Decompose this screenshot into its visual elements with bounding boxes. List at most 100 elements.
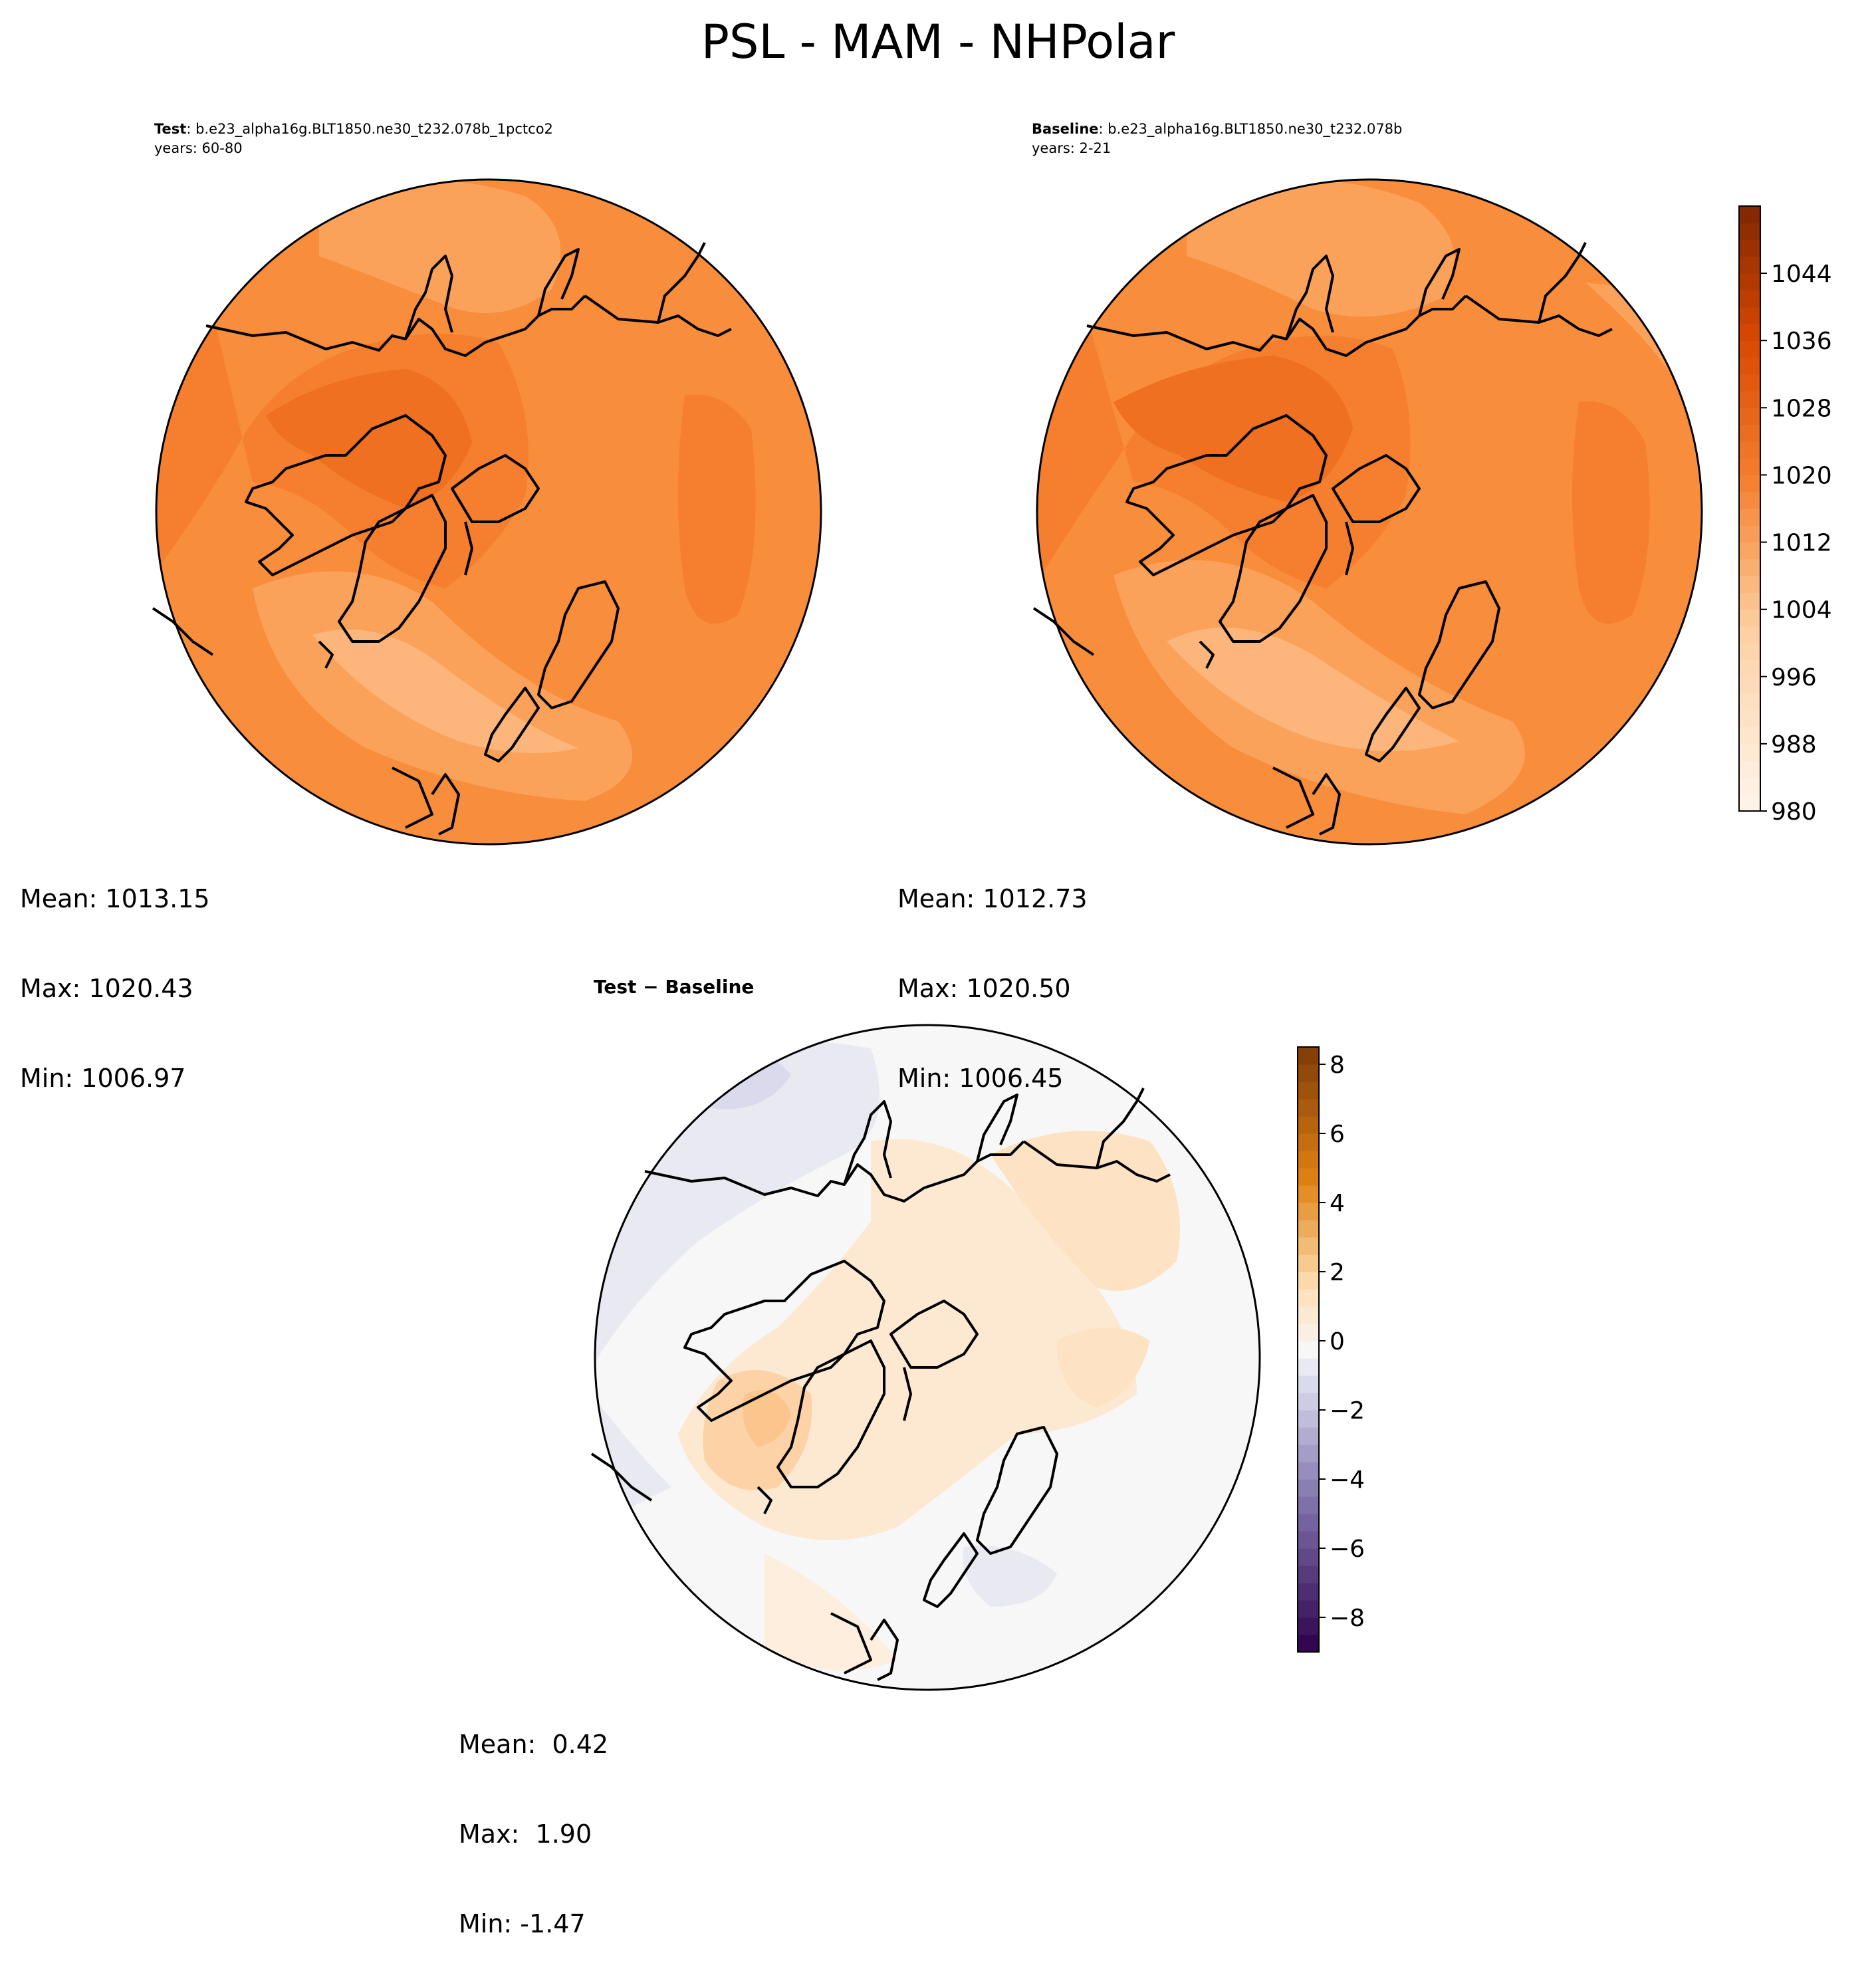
colorbar-level <box>1298 1220 1319 1238</box>
colorbar-tick-label: 8 <box>1330 1052 1345 1079</box>
colorbar-tick-label: 1004 <box>1771 597 1832 624</box>
test-stats: Mean: 1013.15 Max: 1020.43 Min: 1006.97 <box>20 824 210 1123</box>
colorbar-level <box>1298 1272 1319 1290</box>
baseline-stats: Mean: 1012.73 Max: 1020.50 Min: 1006.45 <box>897 824 1088 1123</box>
colorbar-level <box>1739 374 1760 392</box>
colorbar-tick-label: 1044 <box>1771 261 1832 288</box>
colorbar-level <box>1739 340 1760 358</box>
baseline-map <box>1032 178 1703 846</box>
colorbar-level <box>1739 509 1760 526</box>
colorbar-level <box>1298 1324 1319 1341</box>
colorbar-level <box>1298 1047 1319 1065</box>
colorbar-level <box>1739 592 1760 610</box>
test-coastlines <box>152 242 732 836</box>
diff-min: Min: -1.47 <box>459 1909 586 1938</box>
colorbar-tick-label: 4 <box>1330 1190 1345 1217</box>
colorbar-level <box>1739 290 1760 308</box>
colorbar-level <box>1739 206 1760 223</box>
colorbar-level <box>1739 323 1760 341</box>
colorbar-level <box>1298 1375 1319 1393</box>
colorbar-level <box>1739 743 1760 761</box>
absolute-colorbar: 980 988 996 1004 1012 1020 1028 1036 1044 <box>1738 205 1832 826</box>
baseline-case-name: : b.e23_alpha16g.BLT1850.ne30_t232.078b <box>1098 121 1403 137</box>
colorbar-level <box>1298 1514 1319 1532</box>
colorbar-tick-label: 1012 <box>1771 530 1832 557</box>
colorbar-level <box>1298 1600 1319 1618</box>
test-max: Max: 1020.43 <box>20 974 193 1003</box>
colorbar-level <box>1739 760 1760 778</box>
colorbar-tick-label: −4 <box>1330 1466 1365 1494</box>
baseline-field <box>1037 179 1702 844</box>
colorbar-level <box>1739 777 1760 795</box>
colorbar-level <box>1298 1496 1319 1514</box>
difference-colorbar: −8 −6 −4 −2 0 2 4 6 8 <box>1297 1046 1365 1653</box>
test-case-name: : b.e23_alpha16g.BLT1850.ne30_t232.078b_… <box>186 121 553 137</box>
colorbar-level <box>1298 1289 1319 1307</box>
colorbar-level <box>1739 525 1760 543</box>
colorbar-level <box>1739 357 1760 375</box>
diff-stats: Mean: 0.42 Max: 1.90 Min: -1.47 <box>459 1670 608 1969</box>
colorbar-level <box>1298 1151 1319 1169</box>
colorbar-level <box>1739 491 1760 509</box>
test-label: Test <box>154 121 187 137</box>
colorbar-level <box>1739 693 1760 711</box>
colorbar-level <box>1739 794 1760 812</box>
colorbar-level <box>1298 1168 1319 1186</box>
colorbar-level <box>1298 1565 1319 1583</box>
test-min: Min: 1006.97 <box>20 1064 186 1093</box>
colorbar-level <box>1739 710 1760 728</box>
test-panel-title: Test: b.e23_alpha16g.BLT1850.ne30_t232.0… <box>154 120 553 158</box>
colorbar-level <box>1298 1082 1319 1100</box>
colorbar-level <box>1739 223 1760 241</box>
test-years: years: 60-80 <box>154 140 243 156</box>
colorbar-level <box>1298 1306 1319 1324</box>
colorbar-level <box>1739 391 1760 408</box>
colorbar-level <box>1739 256 1760 274</box>
baseline-max: Max: 1020.50 <box>897 974 1071 1003</box>
colorbar-tick-label: 6 <box>1330 1121 1345 1148</box>
colorbar-level <box>1739 542 1760 560</box>
colorbar-tick-label: 1020 <box>1771 462 1832 489</box>
test-mean: Mean: 1013.15 <box>20 884 210 913</box>
colorbar-level <box>1298 1341 1319 1359</box>
colorbar-level <box>1298 1099 1319 1117</box>
diff-mean: Mean: 0.42 <box>459 1730 609 1759</box>
baseline-min: Min: 1006.45 <box>897 1064 1064 1093</box>
colorbar-level <box>1298 1617 1319 1635</box>
colorbar-tick-label: 1028 <box>1771 395 1832 422</box>
colorbar-level <box>1298 1064 1319 1082</box>
baseline-mean: Mean: 1012.73 <box>897 884 1088 913</box>
colorbar-level <box>1298 1445 1319 1462</box>
colorbar-tick-label: −2 <box>1330 1397 1365 1425</box>
colorbar-tick-label: 1036 <box>1771 328 1832 355</box>
colorbar-level <box>1739 407 1760 425</box>
colorbar-level <box>1298 1237 1319 1255</box>
colorbar-level <box>1298 1410 1319 1428</box>
colorbar-level <box>1739 659 1760 677</box>
colorbar-level <box>1739 643 1760 661</box>
colorbar-frame <box>1738 205 1761 812</box>
colorbar-level <box>1298 1462 1319 1480</box>
colorbar-level <box>1739 609 1760 627</box>
baseline-label: Baseline <box>1032 121 1099 137</box>
colorbar-level <box>1298 1427 1319 1445</box>
colorbar-level <box>1739 558 1760 576</box>
test-map <box>152 178 822 846</box>
colorbar-level <box>1298 1133 1319 1151</box>
colorbar-frame <box>1297 1046 1320 1653</box>
colorbar-level <box>1739 626 1760 643</box>
test-field <box>156 179 821 844</box>
baseline-panel-title: Baseline: b.e23_alpha16g.BLT1850.ne30_t2… <box>1032 120 1402 158</box>
colorbar-level <box>1298 1358 1319 1376</box>
colorbar-level <box>1298 1531 1319 1549</box>
colorbar-level <box>1739 441 1760 459</box>
colorbar-tick-label: −8 <box>1330 1605 1365 1632</box>
colorbar-tick-label: 0 <box>1330 1328 1345 1355</box>
colorbar-level <box>1739 727 1760 745</box>
diff-map <box>590 1024 1261 1691</box>
colorbar-level <box>1298 1185 1319 1203</box>
baseline-years: years: 2-21 <box>1032 140 1112 156</box>
colorbar-level <box>1739 306 1760 324</box>
colorbar-tick-label: 2 <box>1330 1259 1345 1286</box>
diff-max: Max: 1.90 <box>459 1819 592 1849</box>
